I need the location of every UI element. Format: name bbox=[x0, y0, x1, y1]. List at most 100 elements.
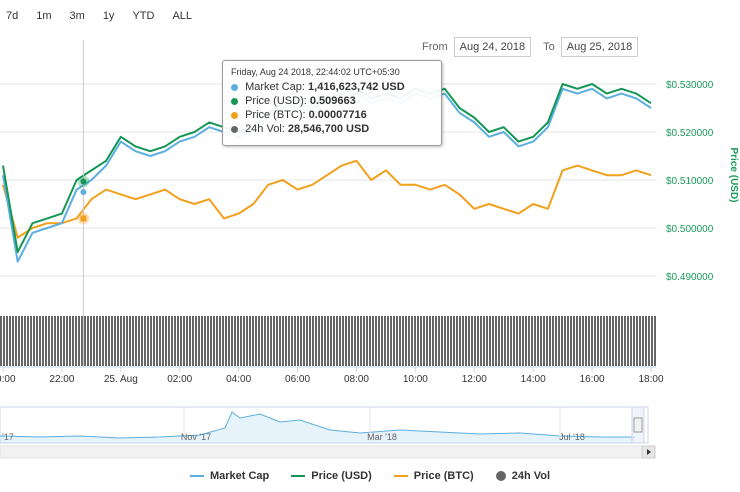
volume-bar bbox=[333, 316, 335, 366]
volume-bar bbox=[585, 316, 587, 366]
navigator-tick-label: '17 bbox=[2, 432, 14, 442]
zoom-all-button[interactable]: ALL bbox=[172, 10, 193, 22]
navigator[interactable]: '17 Nov '17 Mar '18 Jul '18 bbox=[0, 406, 656, 459]
volume-bar bbox=[369, 316, 371, 366]
volume-bar bbox=[252, 316, 254, 366]
zoom-1y-button[interactable]: 1y bbox=[102, 10, 115, 22]
legend-market-cap[interactable]: Market Cap bbox=[189, 470, 269, 482]
volume-bar bbox=[63, 316, 65, 366]
volume-bar bbox=[363, 316, 365, 366]
volume-bar bbox=[609, 316, 611, 366]
volume-bar bbox=[279, 316, 281, 366]
volume-bar bbox=[189, 316, 191, 366]
hover-markers bbox=[77, 40, 90, 367]
zoom-1m-button[interactable]: 1m bbox=[36, 10, 52, 22]
volume-bar bbox=[639, 316, 641, 366]
y-tick-label: $0.530000 bbox=[666, 80, 714, 91]
volume-bar bbox=[21, 316, 23, 366]
volume-bar bbox=[543, 316, 545, 366]
volume-bar bbox=[555, 316, 557, 366]
volume-bar bbox=[105, 316, 107, 366]
price-usd-bullet-icon bbox=[231, 97, 238, 105]
volume-bar bbox=[567, 316, 569, 366]
volume-bar bbox=[495, 316, 497, 366]
zoom-ytd-button[interactable]: YTD bbox=[132, 10, 155, 22]
to-label: To bbox=[543, 41, 555, 53]
navigator-frame bbox=[0, 406, 649, 444]
volume-bar bbox=[318, 316, 320, 366]
tooltip-market-cap-label: Market Cap: bbox=[245, 81, 305, 93]
volume-bar bbox=[447, 316, 449, 366]
volume-bar bbox=[399, 316, 401, 366]
navigator-handle bbox=[633, 417, 643, 433]
volume-bar bbox=[336, 316, 338, 366]
volume-bar bbox=[204, 316, 206, 366]
volume-bar bbox=[408, 316, 410, 366]
volume-bar bbox=[654, 316, 656, 366]
from-date-input[interactable]: Aug 24, 2018 bbox=[453, 37, 532, 57]
volume-bar bbox=[111, 316, 113, 366]
zoom-3m-button[interactable]: 3m bbox=[69, 10, 85, 22]
volume-bar bbox=[27, 316, 29, 366]
volume-bar bbox=[135, 316, 137, 366]
x-tick-label: 16:00 bbox=[580, 374, 605, 385]
volume-bar bbox=[54, 316, 56, 366]
volume-bar bbox=[297, 316, 299, 366]
volume-bar bbox=[477, 316, 479, 366]
volume-bar bbox=[162, 316, 164, 366]
volume-bar bbox=[51, 316, 53, 366]
market-cap-line-icon bbox=[189, 475, 204, 477]
legend-price-btc[interactable]: Price (BTC) bbox=[393, 470, 474, 482]
x-tick-label: 20:00 bbox=[0, 374, 16, 385]
volume-bar bbox=[438, 316, 440, 366]
volume-bar bbox=[465, 316, 467, 366]
volume-bar bbox=[120, 316, 122, 366]
volume-bar bbox=[525, 316, 527, 366]
volume-bar bbox=[12, 316, 14, 366]
volume-bar bbox=[39, 316, 41, 366]
volume-bar bbox=[6, 316, 8, 366]
zoom-7d-button[interactable]: 7d bbox=[6, 10, 19, 22]
volume-bar bbox=[123, 316, 125, 366]
volume-bar bbox=[237, 316, 239, 366]
volume-bar bbox=[483, 316, 485, 366]
volume-bar bbox=[345, 316, 347, 366]
volume-bar bbox=[294, 316, 296, 366]
price-btc-line-icon bbox=[393, 475, 408, 477]
volume-bar bbox=[603, 316, 605, 366]
volume-bar bbox=[36, 316, 38, 366]
volume-bar bbox=[174, 316, 176, 366]
volume-bar bbox=[246, 316, 248, 366]
volume-bar bbox=[528, 316, 530, 366]
navigator-tick-label: Jul '18 bbox=[559, 432, 585, 442]
volume-bar bbox=[258, 316, 260, 366]
y-tick-label: $0.500000 bbox=[666, 224, 714, 235]
legend-price-usd[interactable]: Price (USD) bbox=[291, 470, 372, 482]
volume-bar bbox=[180, 316, 182, 366]
to-date-input[interactable]: Aug 25, 2018 bbox=[560, 37, 639, 57]
from-label: From bbox=[422, 41, 448, 53]
volume-bar bbox=[591, 316, 593, 366]
volume-bar bbox=[87, 316, 89, 366]
volume-bar bbox=[600, 316, 602, 366]
volume-bar bbox=[387, 316, 389, 366]
volume-bar bbox=[429, 316, 431, 366]
volume-bar bbox=[642, 316, 644, 366]
hover-point-market-cap bbox=[80, 189, 87, 195]
volume-bar bbox=[492, 316, 494, 366]
volume-bar bbox=[315, 316, 317, 366]
navigator-tick-label: Nov '17 bbox=[181, 432, 211, 442]
tooltip-vol-label: 24h Vol: bbox=[245, 123, 285, 135]
volume-bar bbox=[264, 316, 266, 366]
x-tick-label: 18:00 bbox=[638, 374, 663, 385]
volume-bar bbox=[498, 316, 500, 366]
x-tick-label: 10:00 bbox=[403, 374, 428, 385]
price-usd-line-icon bbox=[291, 475, 306, 477]
tooltip-row-price-btc: Price (BTC): 0.00007716 bbox=[231, 108, 433, 122]
tooltip-market-cap-value: 1,416,623,742 USD bbox=[308, 81, 405, 93]
legend-volume[interactable]: 24h Vol bbox=[495, 470, 550, 482]
volume-bar bbox=[300, 316, 302, 366]
volume-bar bbox=[594, 316, 596, 366]
y-axis: $0.490000 $0.500000 $0.510000 $0.520000 $0.5… bbox=[666, 80, 714, 283]
